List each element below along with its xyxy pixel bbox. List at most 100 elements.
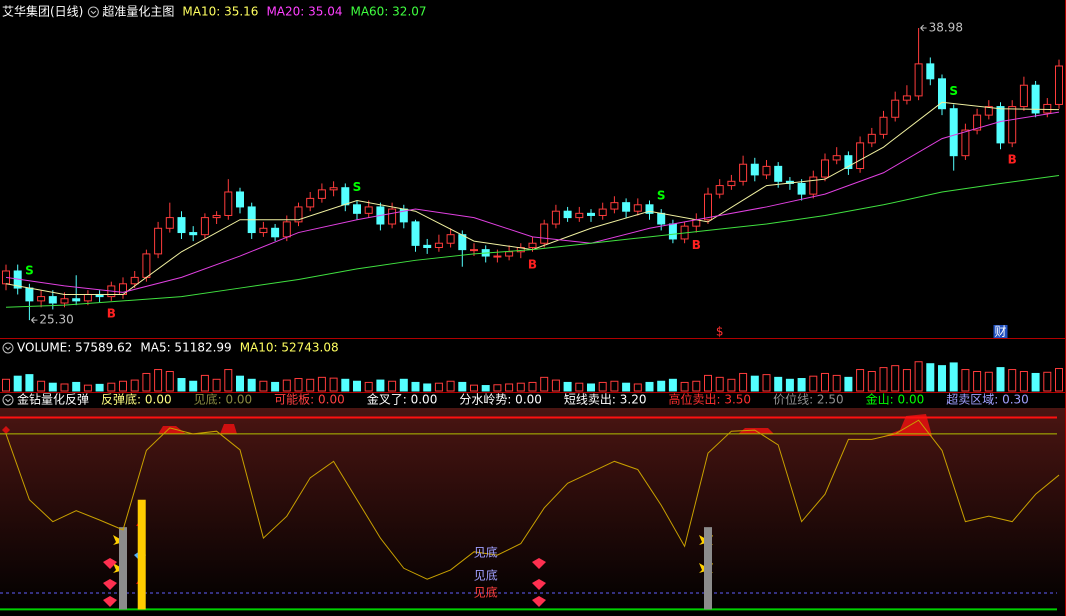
candle-body [961, 129, 970, 157]
volume-bar [25, 374, 34, 392]
signal-label: S [657, 189, 666, 203]
volume-bar [821, 372, 829, 392]
signal-label: B [528, 257, 537, 271]
candle-body [37, 296, 46, 302]
volume-bar [563, 381, 572, 392]
red-block [220, 424, 237, 434]
signal-label: B [1008, 153, 1017, 167]
volume-bar [540, 376, 549, 392]
legend-text: MA10: 35.16 [182, 5, 258, 19]
volume-bar [306, 378, 315, 392]
panel-icon [2, 394, 14, 406]
candle-body [867, 133, 876, 144]
volume-bar [388, 380, 397, 392]
legend-text: 分水岭势: 0.00 [459, 393, 542, 407]
candle-body [633, 204, 642, 212]
candle-body [294, 206, 303, 223]
signal-label: B [107, 306, 116, 320]
volume-bar [692, 380, 701, 392]
volume-bar [715, 376, 724, 392]
volume-bar [657, 380, 666, 392]
candle-body [48, 296, 57, 304]
volume-bar [551, 379, 560, 392]
marks: 艾华集团(日线) 超准量化主图 MA10: 35.16 MA20: 35.04 MA60… [0, 4, 1063, 611]
legend-text: 高位卖出: 3.50 [668, 392, 751, 407]
event-badge [993, 325, 1008, 338]
candle-body [505, 251, 514, 257]
volume-bar [353, 380, 361, 392]
legend-text: 金叉了: 0.00 [367, 392, 438, 407]
signal-label: S [25, 263, 34, 277]
volume-bar [727, 378, 736, 392]
volume-bar [973, 371, 982, 392]
volume-bar [505, 383, 514, 392]
volume-bar [142, 372, 151, 392]
volume-bar [130, 379, 139, 392]
candle-body [563, 210, 572, 219]
volume-bar [750, 375, 759, 392]
ma-line [5, 111, 1060, 293]
candle-body [762, 165, 771, 176]
candle-body [622, 202, 631, 212]
red-block [884, 414, 932, 436]
volume-bar [1043, 371, 1052, 392]
signal-bar [119, 527, 127, 610]
candle-body [902, 95, 911, 101]
volume-bar [949, 362, 958, 392]
candle-body [458, 234, 467, 251]
volume-bar [844, 376, 853, 392]
candle-body [446, 234, 455, 244]
panel-icon [2, 342, 14, 354]
candle-body [821, 159, 829, 178]
candle-body [926, 63, 935, 80]
candle-body [189, 232, 198, 236]
legend-text: 金山: 0.00 [866, 392, 925, 407]
volume-bar [516, 382, 525, 392]
volume-bar [259, 380, 268, 392]
volume-bar [83, 384, 92, 392]
candle-body [259, 227, 268, 234]
volume-bar [119, 380, 127, 392]
extreme-label: 38.98 [929, 21, 963, 35]
volume-bar [48, 382, 57, 392]
chart-title: 艾华集团(日线) [2, 4, 83, 19]
candle-body [1055, 65, 1063, 105]
legend-text: MA60: 32.07 [350, 5, 426, 19]
candle-body [317, 189, 326, 199]
ma-line [5, 175, 1060, 308]
candle-body [938, 78, 946, 110]
candle-body [844, 155, 853, 169]
volume-bar [200, 374, 209, 392]
volume-bar [938, 365, 946, 392]
candle-body [610, 202, 619, 210]
candle-body [434, 242, 443, 248]
volume-bar [633, 383, 642, 392]
event-label: $ [716, 325, 724, 339]
event-label: 财 [994, 325, 1006, 339]
panel-icon [87, 6, 99, 18]
candle-body [540, 223, 549, 244]
volume-bar [423, 383, 432, 392]
candle-body [657, 212, 666, 225]
volume-bar [704, 374, 712, 392]
candle-body [212, 214, 221, 219]
candle-body [692, 219, 701, 227]
volume-bar [1019, 371, 1028, 392]
legend-text: 短线卖出: 3.20 [564, 393, 647, 407]
candle-body [645, 204, 654, 214]
panel-icon [5, 398, 11, 403]
volume-bar [984, 371, 993, 392]
volume-bar [528, 381, 537, 392]
indicator-line [5, 419, 1060, 580]
candle-body [949, 108, 958, 157]
candle-body [739, 163, 748, 182]
diamond-icon [532, 596, 546, 607]
red-block [2, 426, 10, 434]
diamond-icon [532, 558, 546, 569]
candle-body [727, 180, 736, 187]
candle-body [879, 116, 888, 135]
diamond-icon [103, 596, 117, 607]
volume-bar [762, 374, 771, 392]
indicator-background [0, 408, 1066, 614]
volume-bar [645, 381, 654, 392]
